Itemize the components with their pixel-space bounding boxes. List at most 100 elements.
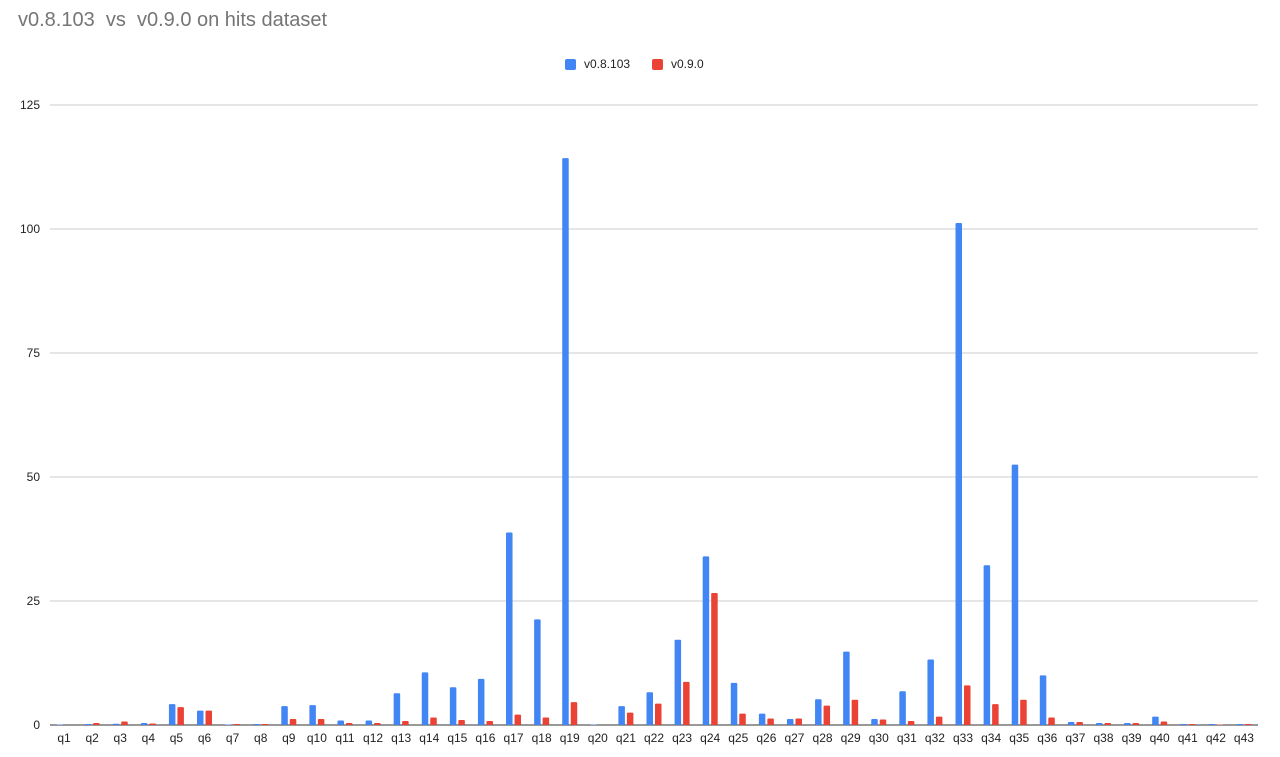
bar-q32-series-2 bbox=[935, 716, 943, 725]
bar-q26-series-1 bbox=[758, 713, 766, 725]
x-tick-label: q35 bbox=[1009, 731, 1029, 745]
y-tick-label: 50 bbox=[27, 470, 41, 484]
bar-q30-series-1 bbox=[871, 719, 878, 725]
bar-q7-series-1 bbox=[225, 724, 232, 725]
bar-q15-series-2 bbox=[458, 720, 465, 725]
bar-q24-series-1 bbox=[702, 556, 710, 725]
bar-q25-series-2 bbox=[739, 713, 746, 725]
bar-q9-series-2 bbox=[289, 719, 297, 725]
x-tick-label: q14 bbox=[419, 731, 439, 745]
bar-q34-series-2 bbox=[992, 704, 999, 725]
x-tick-label: q40 bbox=[1150, 731, 1170, 745]
bar-q29-series-1 bbox=[843, 651, 850, 725]
bar-q36-series-2 bbox=[1048, 717, 1055, 725]
bar-q32-series-1 bbox=[927, 659, 934, 725]
bar-q35-series-1 bbox=[1011, 464, 1019, 725]
x-tick-label: q37 bbox=[1065, 731, 1085, 745]
x-tick-label: q16 bbox=[475, 731, 495, 745]
legend-item-series-2: v0.9.0 bbox=[652, 57, 704, 71]
bar-q27-series-1 bbox=[786, 719, 794, 725]
x-tick-label: q34 bbox=[981, 731, 1001, 745]
bar-q42-series-1 bbox=[1208, 724, 1215, 725]
bar-q38-series-2 bbox=[1104, 723, 1111, 725]
bar-q11-series-2 bbox=[345, 723, 353, 725]
bar-q6-series-1 bbox=[197, 710, 204, 725]
bar-q26-series-2 bbox=[767, 718, 774, 725]
legend-swatch-series-2 bbox=[652, 58, 663, 70]
bar-q24-series-2 bbox=[711, 593, 718, 725]
bar-q20-series-1 bbox=[590, 724, 597, 725]
bar-q41-series-1 bbox=[1180, 724, 1187, 725]
x-tick-label: q21 bbox=[616, 731, 636, 745]
bar-q13-series-1 bbox=[393, 693, 401, 725]
x-tick-label: q18 bbox=[532, 731, 552, 745]
x-tick-label: q9 bbox=[282, 731, 296, 745]
bar-q39-series-1 bbox=[1124, 723, 1131, 725]
y-axis-tick-labels: 0 25 50 75 100 125 bbox=[20, 98, 40, 732]
x-tick-label: q11 bbox=[335, 731, 354, 745]
bar-q21-series-2 bbox=[626, 712, 634, 725]
bar-q2-series-2 bbox=[93, 723, 100, 725]
bar-q43-series-1 bbox=[1236, 724, 1243, 725]
bar-q18-series-2 bbox=[542, 717, 550, 725]
chart-title: v0.8.103 vs v0.9.0 on hits dataset bbox=[18, 9, 328, 31]
bar-q22-series-1 bbox=[646, 692, 653, 725]
x-tick-label: q31 bbox=[897, 731, 917, 745]
x-tick-label: q24 bbox=[700, 731, 720, 745]
bar-q10-series-1 bbox=[309, 705, 316, 725]
bar-q14-series-1 bbox=[421, 672, 429, 725]
gridlines bbox=[50, 104, 1258, 726]
bar-q3-series-2 bbox=[121, 721, 128, 725]
legend-item-series-1: v0.8.103 bbox=[565, 57, 630, 71]
bar-q19-series-1 bbox=[562, 158, 569, 725]
bar-q28-series-1 bbox=[815, 699, 822, 725]
bar-q13-series-2 bbox=[402, 721, 409, 725]
x-tick-label: q25 bbox=[728, 731, 748, 745]
bar-q15-series-1 bbox=[449, 687, 457, 725]
bar-q30-series-2 bbox=[879, 719, 887, 725]
bar-q23-series-2 bbox=[683, 681, 690, 725]
bar-q1-series-1 bbox=[56, 724, 64, 725]
bar-q31-series-1 bbox=[899, 691, 906, 725]
y-tick-label: 25 bbox=[27, 594, 41, 608]
x-tick-label: q6 bbox=[198, 731, 212, 745]
bar-q14-series-2 bbox=[430, 717, 437, 725]
x-tick-label: q22 bbox=[644, 731, 664, 745]
x-tick-label: q15 bbox=[447, 731, 467, 745]
x-tick-label: q38 bbox=[1093, 731, 1113, 745]
bar-q35-series-2 bbox=[1020, 699, 1027, 725]
bar-q29-series-2 bbox=[851, 699, 859, 725]
x-tick-label: q2 bbox=[85, 731, 99, 745]
x-tick-label: q28 bbox=[813, 731, 833, 745]
bar-q12-series-1 bbox=[365, 720, 373, 725]
x-tick-label: q23 bbox=[672, 731, 692, 745]
x-tick-label: q41 bbox=[1178, 731, 1198, 745]
y-tick-label: 75 bbox=[27, 346, 41, 360]
bar-q3-series-1 bbox=[112, 723, 120, 725]
bar-q16-series-2 bbox=[486, 721, 493, 725]
bar-q39-series-2 bbox=[1132, 723, 1140, 725]
x-tick-label: q8 bbox=[254, 731, 268, 745]
bar-q6-series-2 bbox=[205, 710, 213, 725]
bar-q12-series-2 bbox=[374, 723, 381, 725]
legend-label-series-2: v0.9.0 bbox=[671, 57, 704, 71]
x-axis-tick-labels: q1 q2 q3 q4 q5 q6 q7 q8 q9 q10 q11 q12 q13 q14 q15 q16 q… bbox=[57, 731, 1254, 745]
bar-q5-series-1 bbox=[168, 704, 176, 725]
bar-q4-series-2 bbox=[149, 723, 156, 725]
x-tick-label: q5 bbox=[170, 731, 184, 745]
bar-q31-series-2 bbox=[907, 721, 915, 725]
x-tick-label: q19 bbox=[560, 731, 580, 745]
bar-q21-series-1 bbox=[618, 706, 625, 725]
y-tick-label: 100 bbox=[20, 222, 40, 236]
x-tick-label: q33 bbox=[953, 731, 973, 745]
x-tick-label: q39 bbox=[1122, 731, 1142, 745]
bar-q37-series-2 bbox=[1076, 722, 1083, 725]
bar-q33-series-1 bbox=[955, 223, 963, 726]
bar-q8-series-1 bbox=[253, 724, 260, 725]
x-tick-label: q10 bbox=[307, 731, 327, 745]
x-tick-label: q30 bbox=[869, 731, 889, 745]
y-tick-label: 0 bbox=[33, 718, 40, 732]
bar-q37-series-1 bbox=[1067, 722, 1075, 725]
bar-q7-series-2 bbox=[233, 724, 241, 725]
x-tick-label: q29 bbox=[841, 731, 861, 745]
